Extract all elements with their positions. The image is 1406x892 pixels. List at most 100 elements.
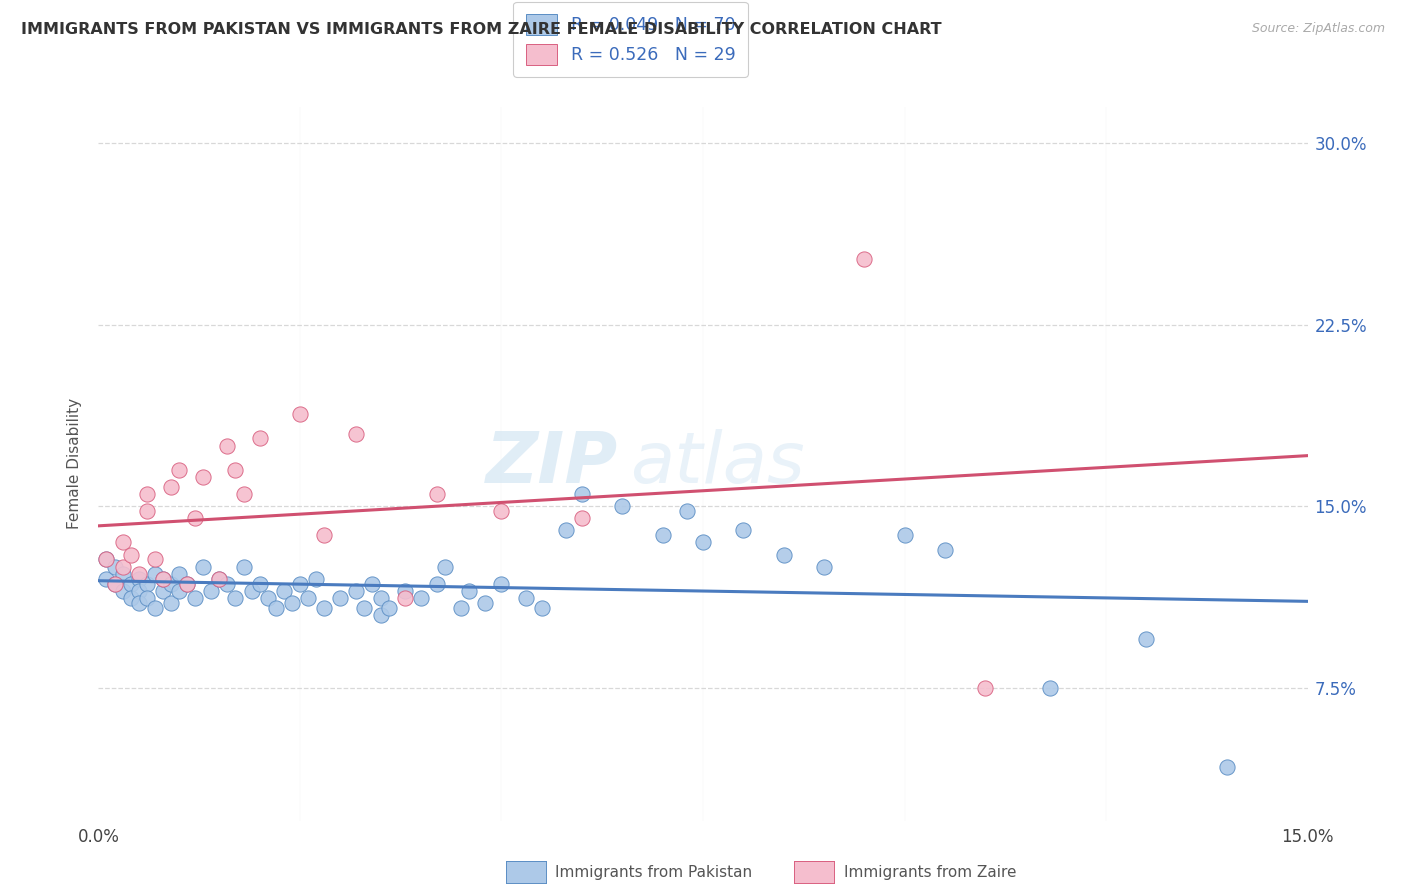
Point bbox=[370, 591, 392, 606]
Text: ZIP: ZIP bbox=[486, 429, 619, 499]
Point bbox=[200, 583, 222, 598]
Point bbox=[160, 576, 183, 591]
Point bbox=[305, 572, 328, 586]
Point bbox=[240, 583, 263, 598]
Point bbox=[232, 487, 254, 501]
Point bbox=[120, 591, 142, 606]
Point bbox=[224, 463, 246, 477]
Point bbox=[152, 572, 174, 586]
Y-axis label: Female Disability: Female Disability bbox=[67, 398, 83, 530]
Point bbox=[1039, 681, 1062, 695]
Point bbox=[974, 681, 997, 695]
Point bbox=[353, 600, 375, 615]
Point bbox=[193, 559, 215, 574]
Point bbox=[344, 583, 367, 598]
Point bbox=[377, 600, 399, 615]
Point bbox=[143, 600, 166, 615]
Text: Immigrants from Pakistan: Immigrants from Pakistan bbox=[555, 865, 752, 880]
Point bbox=[458, 583, 481, 598]
Point bbox=[288, 576, 311, 591]
Point bbox=[426, 576, 449, 591]
Point bbox=[208, 572, 231, 586]
Point bbox=[111, 566, 134, 581]
Point bbox=[394, 591, 416, 606]
Point bbox=[167, 463, 190, 477]
Point bbox=[361, 576, 384, 591]
Point bbox=[491, 576, 513, 591]
Point bbox=[314, 600, 336, 615]
Point bbox=[103, 576, 125, 591]
Point bbox=[232, 559, 254, 574]
Point bbox=[135, 576, 157, 591]
Point bbox=[329, 591, 352, 606]
Point bbox=[491, 504, 513, 518]
Point bbox=[409, 591, 432, 606]
Point bbox=[128, 596, 150, 610]
Point bbox=[111, 535, 134, 549]
Point bbox=[813, 559, 835, 574]
Point bbox=[208, 572, 231, 586]
Point bbox=[176, 576, 198, 591]
Point bbox=[1135, 632, 1157, 647]
Point bbox=[651, 528, 673, 542]
Point bbox=[474, 596, 496, 610]
Point bbox=[135, 591, 157, 606]
Point bbox=[772, 548, 794, 562]
Point bbox=[555, 524, 578, 538]
Point bbox=[426, 487, 449, 501]
Point bbox=[152, 583, 174, 598]
Point bbox=[515, 591, 537, 606]
Point bbox=[314, 528, 336, 542]
Point bbox=[934, 542, 956, 557]
Point bbox=[143, 566, 166, 581]
Point bbox=[128, 566, 150, 581]
Point bbox=[256, 591, 278, 606]
Point bbox=[120, 576, 142, 591]
Point bbox=[135, 487, 157, 501]
Text: atlas: atlas bbox=[630, 429, 806, 499]
Point bbox=[676, 504, 699, 518]
Point bbox=[160, 596, 183, 610]
Point bbox=[530, 600, 553, 615]
Point bbox=[450, 600, 472, 615]
Point bbox=[394, 583, 416, 598]
Point bbox=[571, 511, 593, 525]
Text: Immigrants from Zaire: Immigrants from Zaire bbox=[844, 865, 1017, 880]
Point bbox=[128, 583, 150, 598]
Point bbox=[184, 511, 207, 525]
Point bbox=[344, 426, 367, 441]
Point bbox=[160, 480, 183, 494]
Point bbox=[264, 600, 287, 615]
Point bbox=[167, 566, 190, 581]
Point bbox=[571, 487, 593, 501]
Point bbox=[167, 583, 190, 598]
Point bbox=[249, 576, 271, 591]
Point bbox=[96, 552, 118, 566]
Point bbox=[273, 583, 295, 598]
Point bbox=[103, 559, 125, 574]
Point bbox=[176, 576, 198, 591]
Point bbox=[733, 524, 755, 538]
Point bbox=[370, 607, 392, 622]
Point bbox=[111, 559, 134, 574]
Point bbox=[217, 576, 239, 591]
Point bbox=[893, 528, 915, 542]
Point bbox=[249, 432, 271, 446]
Point bbox=[143, 552, 166, 566]
Point bbox=[224, 591, 246, 606]
Text: Source: ZipAtlas.com: Source: ZipAtlas.com bbox=[1251, 22, 1385, 36]
Point bbox=[193, 470, 215, 484]
Point bbox=[111, 583, 134, 598]
Point bbox=[128, 572, 150, 586]
Point bbox=[96, 572, 118, 586]
Point bbox=[612, 499, 634, 513]
Point bbox=[120, 548, 142, 562]
Point bbox=[853, 252, 876, 267]
Point bbox=[281, 596, 304, 610]
Point bbox=[184, 591, 207, 606]
Point bbox=[96, 552, 118, 566]
Point bbox=[434, 559, 457, 574]
Point bbox=[692, 535, 714, 549]
Point bbox=[297, 591, 319, 606]
Point bbox=[1216, 760, 1239, 774]
